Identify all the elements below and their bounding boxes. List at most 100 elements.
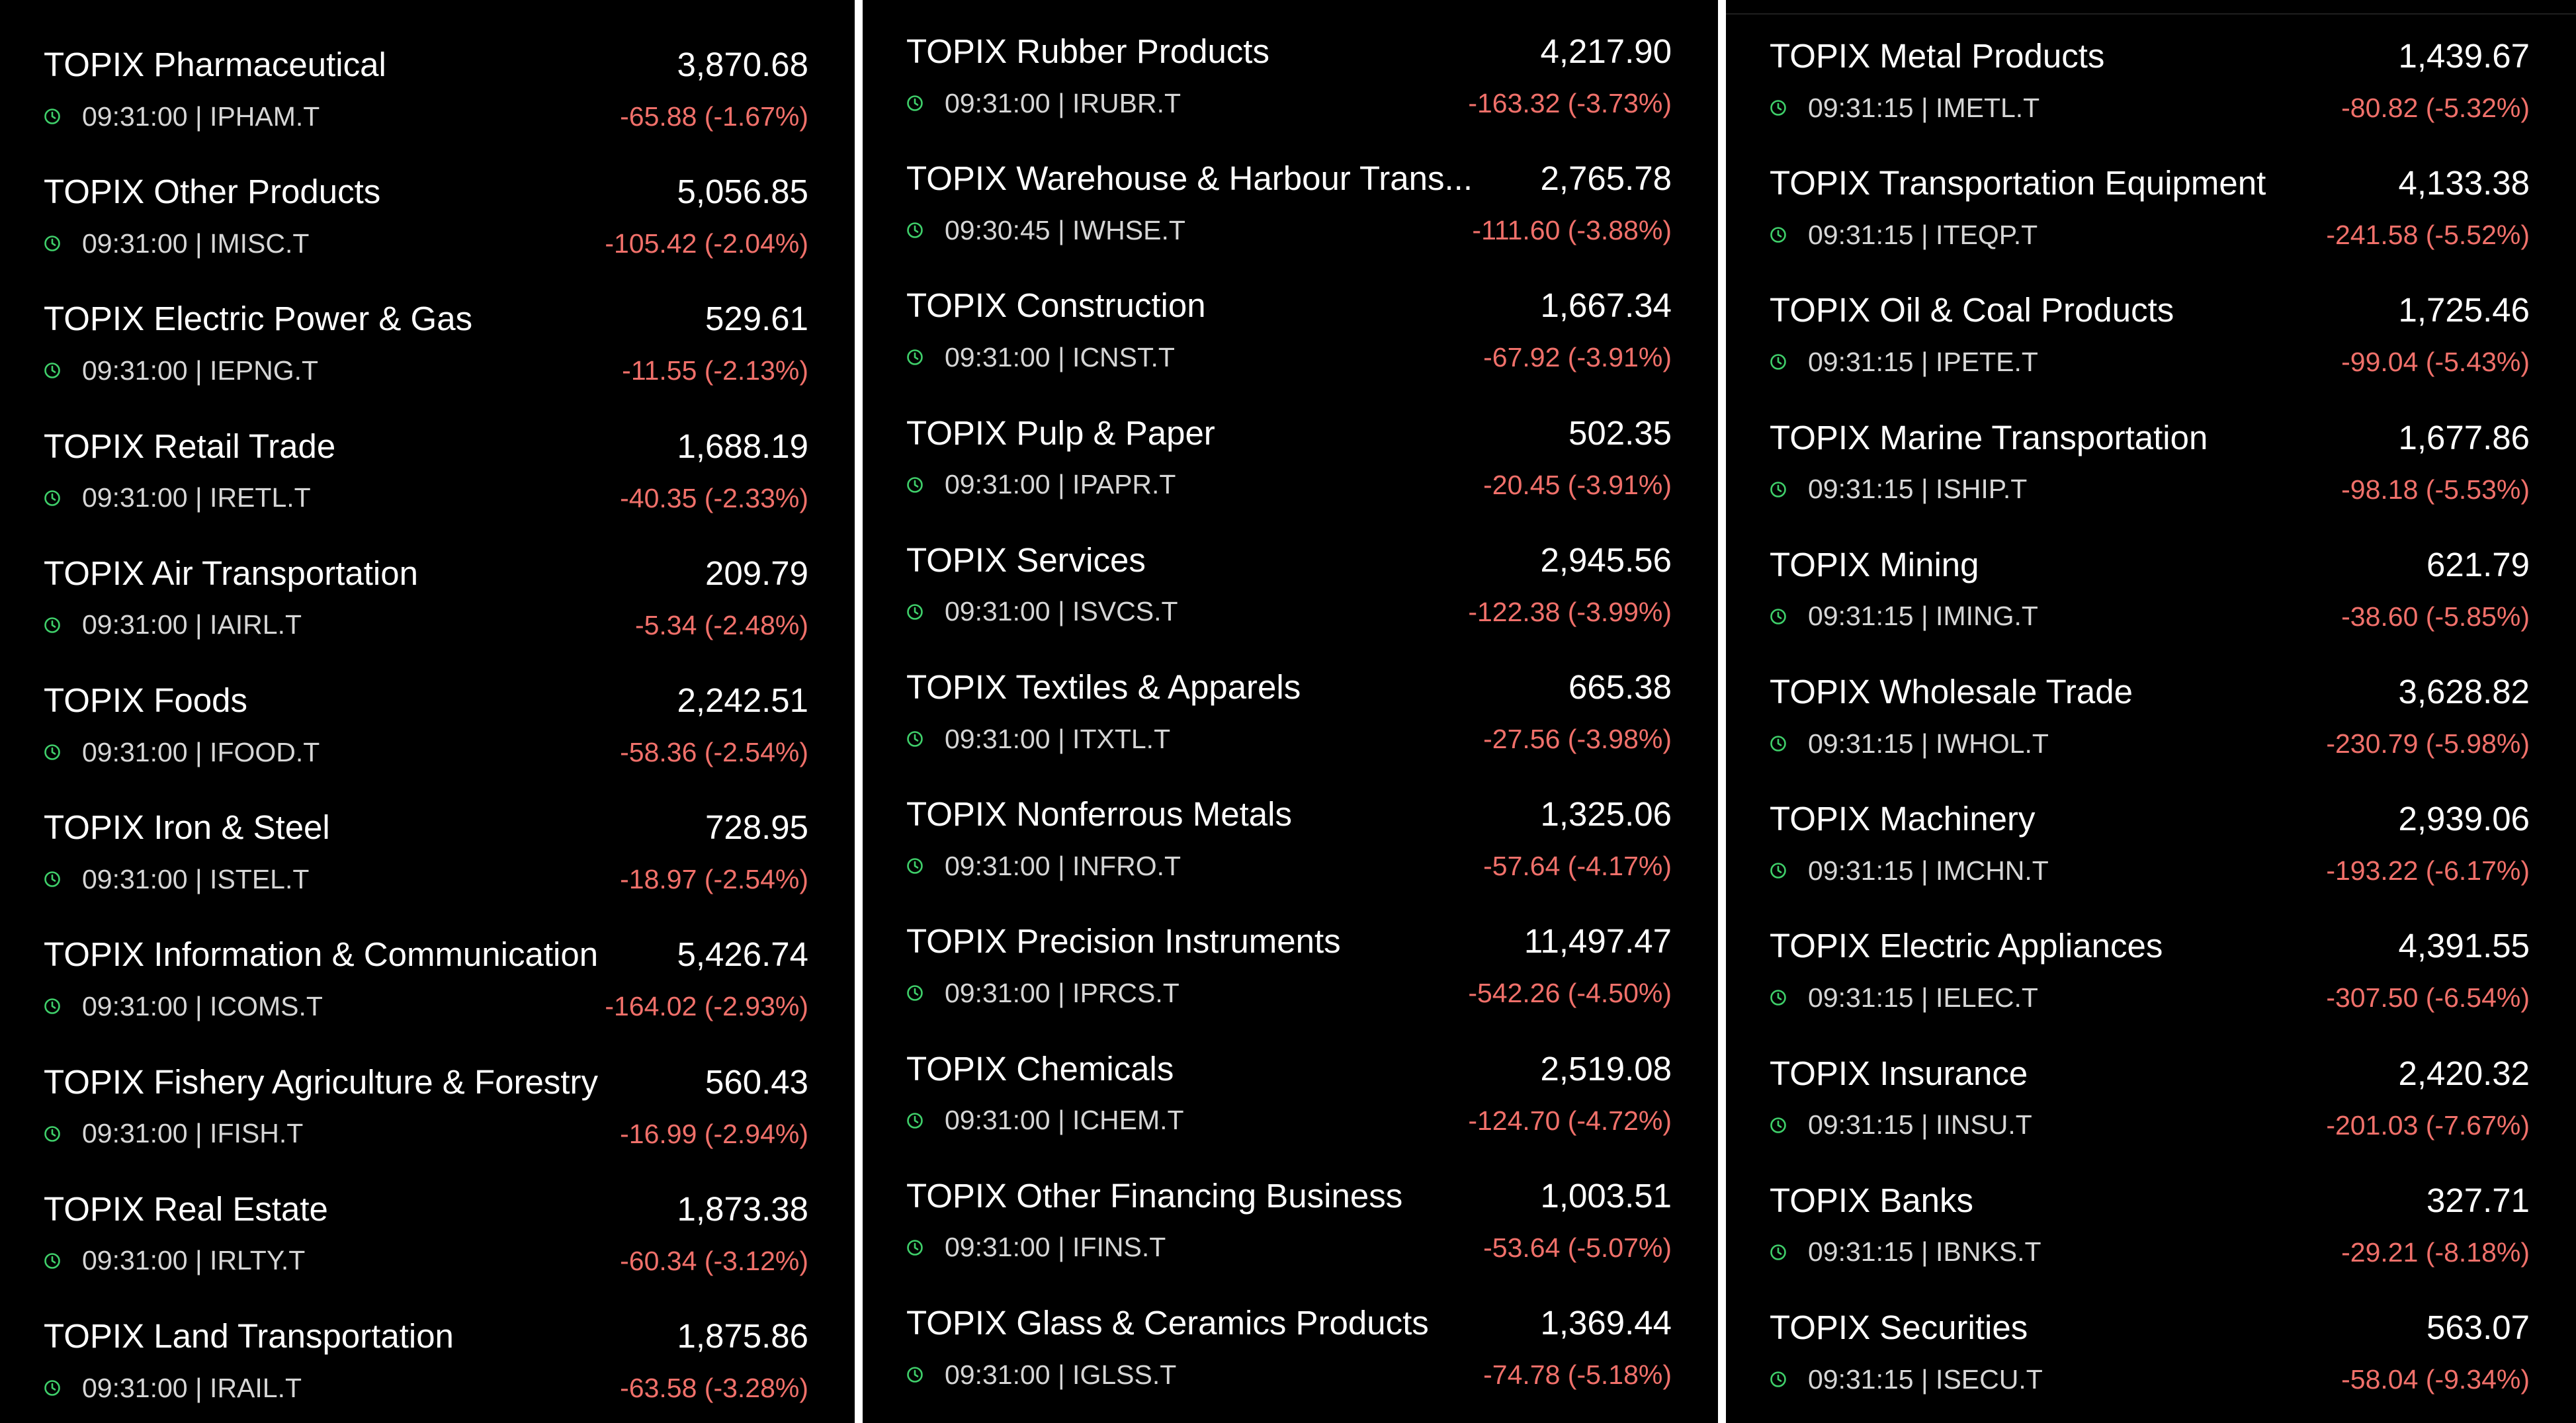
- index-row[interactable]: TOPIX Fishery Agriculture & Forestry 560.…: [0, 1062, 855, 1189]
- price-change: -20.45 (-3.91%): [1483, 469, 1672, 500]
- index-row[interactable]: TOPIX Chemicals 2,519.08 09:31:00 | ICHEM.…: [863, 1049, 1718, 1176]
- index-row[interactable]: TOPIX Electric Appliances 4,391.55 09:31:1…: [1726, 926, 2576, 1053]
- ticker-symbol: IPAPR.T: [1072, 469, 1176, 500]
- index-row[interactable]: TOPIX Oil & Coal Products 1,725.46 09:31:1…: [1726, 290, 2576, 417]
- ticker-symbol: IELEC.T: [1936, 982, 2038, 1013]
- index-price: 563.07: [2426, 1309, 2530, 1346]
- index-row[interactable]: TOPIX Information & Communication 5,426.7…: [0, 935, 855, 1062]
- ticker-symbol: IPRCS.T: [1072, 977, 1180, 1008]
- index-name: TOPIX Securities: [1770, 1309, 2028, 1346]
- index-row[interactable]: TOPIX Retail Trade 1,688.19 09:31:00 | IRE…: [0, 427, 855, 554]
- index-meta: 09:31:00 | ICOMS.T: [44, 988, 323, 1025]
- index-name: TOPIX Warehouse & Harbour Trans...: [906, 159, 1473, 198]
- index-price: 1,688.19: [677, 427, 808, 465]
- index-name: TOPIX Construction: [906, 286, 1206, 325]
- index-row[interactable]: TOPIX Securities 563.07 09:31:15 | ISECU.T…: [1726, 1308, 2576, 1423]
- index-row[interactable]: TOPIX Precision Instruments 11,497.47 09:3…: [863, 922, 1718, 1049]
- index-price: 621.79: [2426, 545, 2530, 583]
- ticker-symbol: ICNST.T: [1072, 341, 1175, 372]
- index-price: 2,939.06: [2398, 800, 2530, 838]
- price-change: -111.60 (-3.88%): [1472, 215, 1672, 246]
- index-row[interactable]: TOPIX Transportation Equipment 4,133.38 09…: [1726, 163, 2576, 290]
- clock-icon: [1770, 1117, 1786, 1133]
- index-row[interactable]: TOPIX Nonferrous Metals 1,325.06 09:31:00 …: [863, 795, 1718, 922]
- index-row[interactable]: TOPIX Construction 1,667.34 09:31:00 | ICN…: [863, 286, 1718, 413]
- price-change: -57.64 (-4.17%): [1483, 851, 1672, 882]
- index-row[interactable]: TOPIX Electric Power & Gas 529.61 09:31:00…: [0, 299, 855, 426]
- timestamp: 09:31:00: [82, 1372, 188, 1403]
- timestamp: 09:31:00: [945, 850, 1051, 881]
- timestamp: 09:31:00: [945, 1105, 1051, 1136]
- clock-icon: [1770, 608, 1786, 625]
- price-change: -80.82 (-5.32%): [2341, 93, 2530, 123]
- index-meta: 09:31:15 | ITEQP.T: [1770, 216, 2038, 253]
- index-row[interactable]: TOPIX Other Products 5,056.85 09:31:00 | I…: [0, 172, 855, 299]
- index-row[interactable]: TOPIX Air Transportation 209.79 09:31:00 |…: [0, 554, 855, 681]
- index-meta: 09:31:00 | ICNST.T: [906, 339, 1175, 376]
- index-name: TOPIX Pulp & Paper: [906, 413, 1215, 452]
- index-name: TOPIX Glass & Ceramics Products: [906, 1304, 1429, 1342]
- index-row[interactable]: TOPIX Glass & Ceramics Products 1,369.44 0…: [863, 1303, 1718, 1423]
- timestamp: 09:31:00: [945, 469, 1051, 500]
- index-row[interactable]: TOPIX Marine Transportation 1,677.86 09:31…: [1726, 418, 2576, 545]
- clock-icon: [44, 1252, 60, 1269]
- index-row[interactable]: TOPIX Wholesale Trade 3,628.82 09:31:15 | …: [1726, 672, 2576, 799]
- index-name: TOPIX Air Transportation: [44, 554, 418, 592]
- price-change: -40.35 (-2.33%): [620, 482, 808, 513]
- index-row[interactable]: TOPIX Textiles & Apparels 665.38 09:31:00 …: [863, 668, 1718, 795]
- timestamp: 09:31:00: [945, 1232, 1051, 1263]
- index-row[interactable]: TOPIX Iron & Steel 728.95 09:31:00 | ISTEL…: [0, 808, 855, 935]
- ticker-symbol: IINSU.T: [1936, 1109, 2032, 1141]
- timestamp: 09:30:45: [945, 214, 1051, 245]
- ticker-symbol: IBNKS.T: [1936, 1236, 2041, 1268]
- price-change: -124.70 (-4.72%): [1468, 1105, 1672, 1136]
- index-row[interactable]: TOPIX Real Estate 1,873.38 09:31:00 | IRLT…: [0, 1189, 855, 1316]
- index-row[interactable]: TOPIX Mining 621.79 09:31:15 | IMING.T -38.…: [1726, 545, 2576, 672]
- timestamp: 09:31:15: [1808, 601, 1914, 632]
- index-row[interactable]: TOPIX Foods 2,242.51 09:31:00 | IFOOD.T -58…: [0, 681, 855, 808]
- separator: |: [187, 990, 210, 1021]
- ticker-symbol: IAIRL.T: [210, 609, 302, 640]
- index-row[interactable]: TOPIX Land Transportation 1,875.86 09:31:0…: [0, 1316, 855, 1423]
- clock-icon: [907, 95, 923, 111]
- column-2: TOPIX Rubber Products 4,217.90 09:31:00 | …: [863, 0, 1718, 1423]
- index-meta: 09:31:00 | IRAIL.T: [44, 1369, 302, 1406]
- ticker-symbol: IWHSE.T: [1072, 214, 1185, 245]
- index-row[interactable]: TOPIX Other Financing Business 1,003.51 09…: [863, 1176, 1718, 1303]
- separator: |: [1050, 850, 1073, 881]
- index-meta: 09:31:15 | IBNKS.T: [1770, 1234, 2041, 1271]
- index-price: 1,667.34: [1540, 286, 1672, 325]
- index-row[interactable]: TOPIX Pulp & Paper 502.35 09:31:00 | IPAPR…: [863, 413, 1718, 540]
- clock-icon: [44, 998, 60, 1015]
- index-name: TOPIX Electric Appliances: [1770, 927, 2163, 965]
- index-row[interactable]: TOPIX Banks 327.71 09:31:15 | IBNKS.T -29.2…: [1726, 1181, 2576, 1308]
- index-price: 2,765.78: [1540, 159, 1672, 198]
- separator: |: [1913, 982, 1936, 1013]
- index-meta: 09:31:15 | IINSU.T: [1770, 1107, 2032, 1144]
- ticker-symbol: IFINS.T: [1072, 1232, 1166, 1263]
- index-name: TOPIX Other Products: [44, 173, 381, 211]
- index-row[interactable]: TOPIX Services 2,945.56 09:31:00 | ISVCS.T…: [863, 540, 1718, 668]
- separator: |: [1913, 1236, 1936, 1268]
- timestamp: 09:31:00: [82, 609, 188, 640]
- index-price: 1,439.67: [2398, 37, 2530, 75]
- index-meta: 09:31:15 | IWHOL.T: [1770, 725, 2049, 762]
- index-row[interactable]: TOPIX Rubber Products 4,217.90 09:31:00 | …: [863, 32, 1718, 159]
- index-price: 4,133.38: [2398, 164, 2530, 202]
- index-row[interactable]: TOPIX Insurance 2,420.32 09:31:15 | IINSU.…: [1726, 1054, 2576, 1181]
- index-name: TOPIX Information & Communication: [44, 935, 599, 974]
- index-name: TOPIX Rubber Products: [906, 32, 1269, 70]
- price-change: -53.64 (-5.07%): [1483, 1232, 1672, 1263]
- index-row[interactable]: TOPIX Warehouse & Harbour Trans... 2,765.…: [863, 159, 1718, 286]
- price-change: -122.38 (-3.99%): [1468, 596, 1672, 627]
- clock-icon: [1770, 1244, 1786, 1260]
- index-row[interactable]: TOPIX Machinery 2,939.06 09:31:15 | IMCHN.…: [1726, 799, 2576, 926]
- price-change: -99.04 (-5.43%): [2341, 347, 2530, 378]
- index-row[interactable]: TOPIX Pharmaceutical 3,870.68 09:31:00 | I…: [0, 45, 855, 172]
- ticker-symbol: ISTEL.T: [210, 863, 310, 894]
- index-meta: 09:31:00 | IEPNG.T: [44, 352, 318, 389]
- index-row[interactable]: TOPIX Metal Products 1,439.67 09:31:15 | I…: [1726, 36, 2576, 163]
- index-price: 2,519.08: [1540, 1049, 1672, 1088]
- timestamp: 09:31:00: [82, 228, 188, 259]
